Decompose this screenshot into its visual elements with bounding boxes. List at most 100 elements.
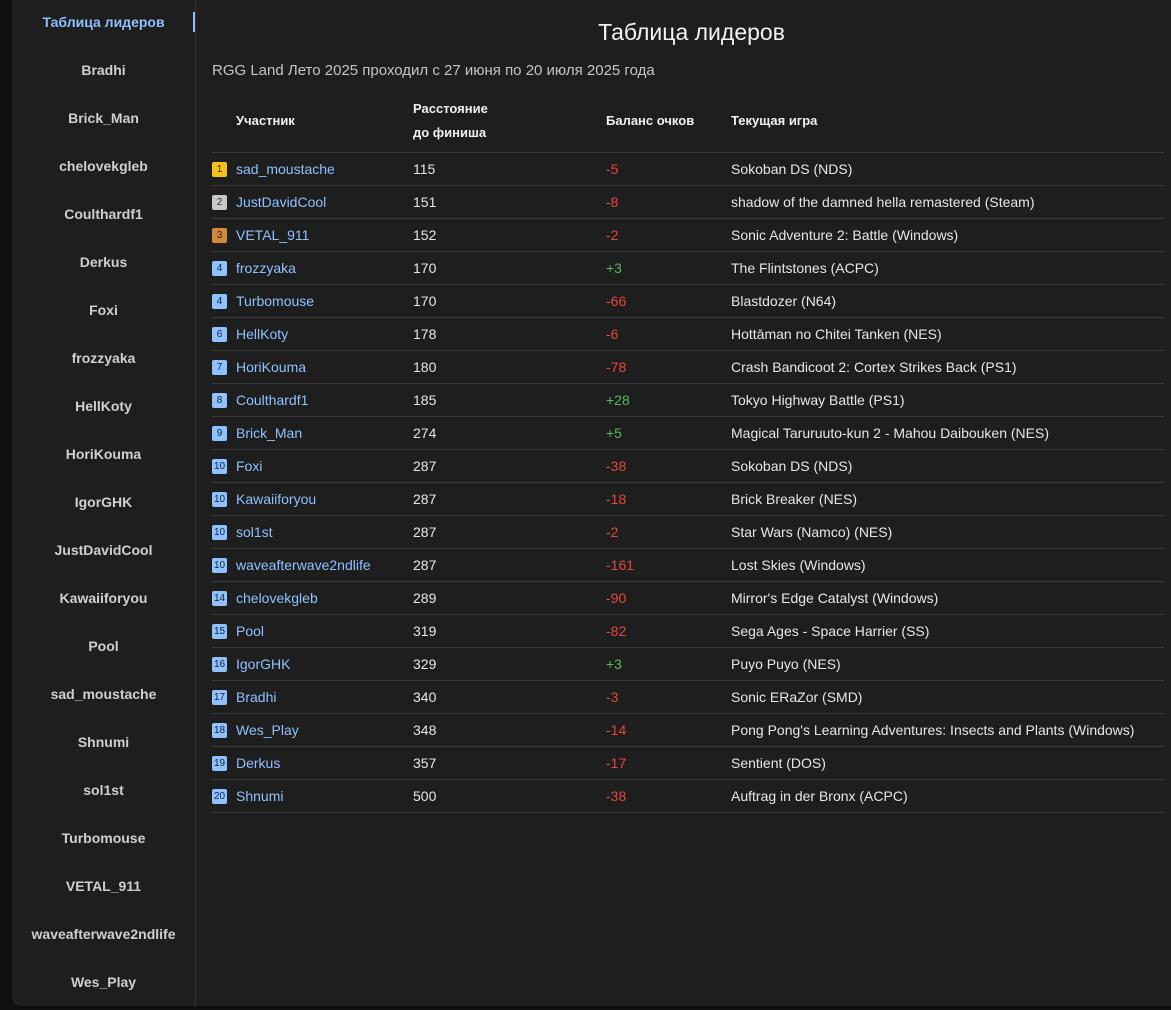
table-row: 10 waveafterwave2ndlife 287 -161 Lost Skies … [212, 548, 1164, 582]
rank-badge: 3 [212, 228, 227, 244]
sidebar-item-player[interactable]: Coulthardf1 [64, 206, 143, 222]
game-cell: Pong Pong's Learning Adventures: Insects… [731, 713, 1164, 747]
participant-link[interactable]: JustDavidCool [236, 194, 327, 210]
sidebar-item-player[interactable]: Kawaiiforyou [59, 590, 148, 606]
sidebar-item-player[interactable]: VETAL_911 [65, 878, 142, 894]
game-cell: Brick Breaker (NES) [731, 482, 1164, 516]
distance-cell: 170 [413, 251, 606, 285]
game-cell: Blastdozer (N64) [731, 284, 1164, 318]
participant-link[interactable]: HoriKouma [236, 359, 307, 375]
table-row: 9 Brick_Man 274 +5 Magical Taruruuto-kun 2 -… [212, 416, 1164, 450]
sidebar-item-player[interactable]: JustDavidCool [54, 542, 153, 558]
participant-cell: Wes_Play [236, 713, 413, 747]
participant-cell: Bradhi [236, 680, 413, 714]
balance-cell: -38 [606, 449, 731, 483]
participant-cell: HoriKouma [236, 350, 413, 384]
participant-link[interactable]: Derkus [236, 755, 281, 771]
table-row: 4 Turbomouse 170 -66 Blastdozer (N64) [212, 284, 1164, 318]
participant-link[interactable]: IgorGHK [236, 656, 291, 672]
sidebar-item-player[interactable]: IgorGHK [74, 494, 133, 510]
sidebar-item-leaderboard[interactable]: Таблица лидеров [12, 0, 195, 48]
rank-cell: 10 [212, 482, 236, 516]
distance-cell: 115 [413, 152, 606, 186]
participant-link[interactable]: Brick_Man [236, 425, 303, 441]
sidebar-item-player[interactable]: HellKoty [75, 398, 132, 414]
participant-cell: VETAL_911 [236, 218, 413, 252]
game-cell: Puyo Puyo (NES) [731, 647, 1164, 681]
distance-cell: 287 [413, 449, 606, 483]
rank-badge: 4 [212, 294, 227, 310]
sidebar-item-player[interactable]: Derkus [79, 254, 128, 270]
rank-badge: 10 [212, 525, 227, 541]
table-row: 20 Shnumi 500 -38 Auftrag in der Bronx (ACPC… [212, 779, 1164, 813]
table-row: 4 frozzyaka 170 +3 The Flintstones (ACPC) [212, 251, 1164, 285]
rank-header [212, 90, 236, 153]
sidebar-item-player[interactable]: HoriKouma [65, 446, 142, 462]
distance-cell: 289 [413, 581, 606, 615]
distance-cell: 357 [413, 746, 606, 780]
balance-cell: -161 [606, 548, 731, 582]
rank-badge: 18 [212, 723, 227, 739]
sidebar-item-player[interactable]: Wes_Play [70, 974, 137, 990]
balance-cell: -18 [606, 482, 731, 516]
participant-cell: HellKoty [236, 317, 413, 351]
table-row: 10 sol1st 287 -2 Star Wars (Namco) (NES) [212, 515, 1164, 549]
participant-link[interactable]: Pool [236, 623, 265, 639]
participant-link[interactable]: Wes_Play [236, 722, 299, 738]
sidebar-item-player[interactable]: Brick_Man [68, 110, 139, 126]
game-cell: Mirror's Edge Catalyst (Windows) [731, 581, 1164, 615]
participant-link[interactable]: VETAL_911 [236, 227, 310, 243]
participant-link[interactable]: Foxi [236, 458, 263, 474]
sidebar-item-player[interactable]: Bradhi [81, 62, 126, 78]
balance-cell: -17 [606, 746, 731, 780]
sidebar-item-player[interactable]: waveafterwave2ndlife [31, 926, 176, 942]
participant-cell: Brick_Man [236, 416, 413, 450]
participant-link[interactable]: Kawaiiforyou [236, 491, 317, 507]
sidebar-item-player[interactable]: Pool [88, 638, 119, 654]
rank-cell: 4 [212, 251, 236, 285]
participant-cell: sol1st [236, 515, 413, 549]
game-cell: Star Wars (Namco) (NES) [731, 515, 1164, 549]
participant-cell: IgorGHK [236, 647, 413, 681]
balance-cell: -14 [606, 713, 731, 747]
rank-cell: 10 [212, 449, 236, 483]
distance-cell: 319 [413, 614, 606, 648]
participant-link[interactable]: chelovekgleb [236, 590, 318, 606]
sidebar-item-player[interactable]: Turbomouse [61, 830, 146, 846]
sidebar-item-player[interactable]: Foxi [89, 302, 118, 318]
participant-link[interactable]: sad_moustache [236, 161, 335, 177]
distance-cell: 287 [413, 548, 606, 582]
balance-cell: +3 [606, 647, 731, 681]
rank-badge: 8 [212, 393, 227, 409]
participant-link[interactable]: HellKoty [236, 326, 289, 342]
rank-badge: 10 [212, 492, 227, 508]
rank-cell: 15 [212, 614, 236, 648]
rank-badge: 9 [212, 426, 227, 442]
game-cell: Sonic ERaZor (SMD) [731, 680, 1164, 714]
sidebar-item-player[interactable]: sol1st [83, 782, 124, 798]
participant-link[interactable]: frozzyaka [236, 260, 296, 276]
participant-link[interactable]: Shnumi [236, 788, 284, 804]
balance-cell: -82 [606, 614, 731, 648]
sidebar-item-player[interactable]: Shnumi [77, 734, 130, 750]
balance-cell: -90 [606, 581, 731, 615]
balance-cell: -38 [606, 779, 731, 813]
rank-cell: 20 [212, 779, 236, 813]
participant-link[interactable]: waveafterwave2ndlife [236, 557, 371, 573]
game-cell: The Flintstones (ACPC) [731, 251, 1164, 285]
participant-link[interactable]: sol1st [236, 524, 273, 540]
sidebar-item-player[interactable]: frozzyaka [71, 350, 136, 366]
rank-cell: 10 [212, 515, 236, 549]
sidebar-item-player[interactable]: chelovekgleb [59, 158, 148, 174]
distance-cell: 274 [413, 416, 606, 450]
participant-link[interactable]: Coulthardf1 [236, 392, 309, 408]
table-row: 7 HoriKouma 180 -78 Crash Bandicoot 2: Corte… [212, 350, 1164, 384]
participant-link[interactable]: Turbomouse [236, 293, 315, 309]
sidebar-item-player[interactable]: sad_moustache [50, 686, 157, 702]
balance-cell: +5 [606, 416, 731, 450]
participant-link[interactable]: Bradhi [236, 689, 277, 705]
rank-cell: 1 [212, 152, 236, 186]
distance-cell: 152 [413, 218, 606, 252]
game-cell: Sokoban DS (NDS) [731, 152, 1164, 186]
table-row: 17 Bradhi 340 -3 Sonic ERaZor (SMD) [212, 680, 1164, 714]
